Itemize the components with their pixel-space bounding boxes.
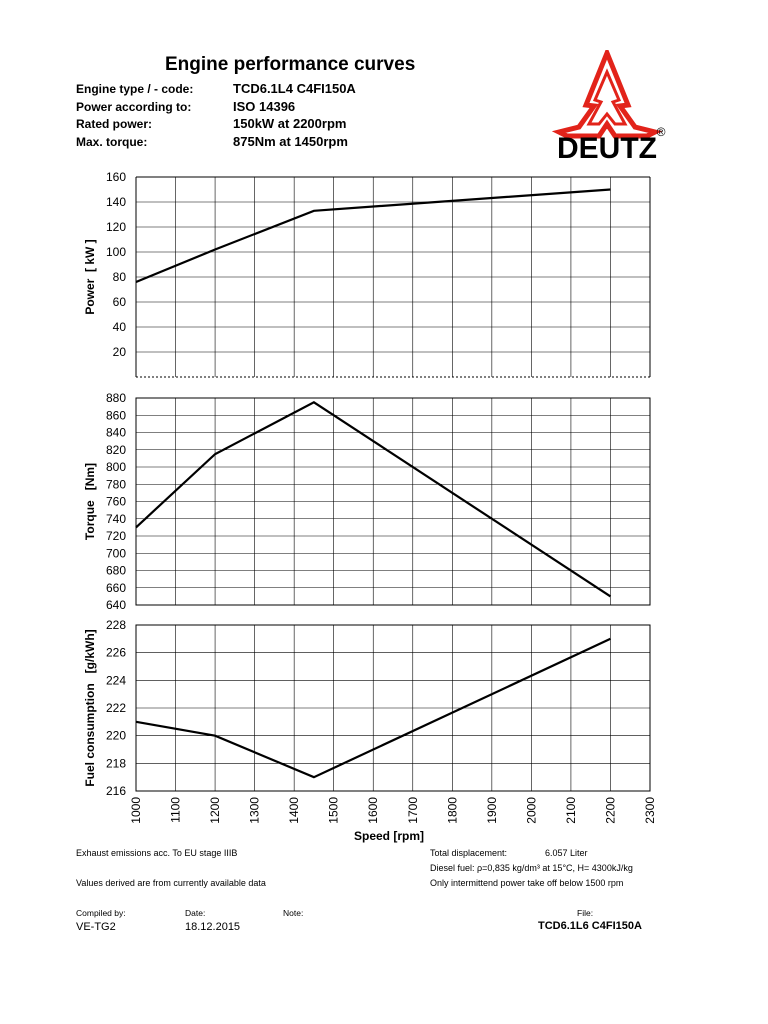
registered-mark: ®	[657, 125, 666, 139]
power-standard-value: ISO 14396	[233, 99, 296, 114]
y-tick-label: 820	[106, 443, 126, 457]
y-tick-label: 840	[106, 426, 126, 440]
x-tick-label: 1100	[169, 797, 183, 823]
plot-frame	[135, 397, 651, 606]
max-torque-label: Max. torque:	[76, 135, 148, 149]
x-tick-label: 1700	[406, 797, 420, 824]
y-tick-label: 660	[106, 581, 126, 595]
date-label: Date:	[185, 908, 206, 918]
y-tick-label: 224	[106, 673, 126, 687]
y-axis-label: Fuel consumption [g/kWh]	[83, 629, 97, 786]
logo-wordmark: DEUTZ	[557, 132, 657, 165]
values-note: Values derived are from currently availa…	[76, 878, 266, 888]
x-tick-label: 2300	[643, 797, 657, 824]
note-label: Note:	[283, 908, 304, 918]
y-tick-label: 760	[106, 495, 126, 509]
y-tick-label: 20	[113, 345, 127, 359]
y-tick-label: 100	[106, 245, 126, 259]
y-tick-label: 700	[106, 546, 126, 560]
rated-power-value: 150kW at 2200rpm	[233, 116, 347, 131]
file-value: TCD6.1L6 C4FI150A	[538, 920, 642, 932]
y-tick-label: 216	[106, 784, 126, 798]
torque-chart: 640 660 680 700 720 740 760 780 800 820 840 860 880 T…	[83, 391, 651, 612]
y-tick-label: 640	[106, 598, 126, 612]
y-tick-label: 680	[106, 564, 126, 578]
plot-frame	[135, 624, 651, 792]
y-tick-label: 220	[106, 729, 126, 743]
y-tick-label: 740	[106, 512, 126, 526]
y-tick-label: 800	[106, 460, 126, 474]
engine-type-label: Engine type / - code:	[76, 82, 194, 96]
compiled-by-value: VE-TG2	[76, 921, 116, 933]
x-tick-label: 2100	[564, 797, 578, 824]
deutz-m-logo-icon	[551, 50, 663, 139]
y-tick-label: 780	[106, 477, 126, 491]
y-tick-label: 222	[106, 701, 126, 715]
x-tick-label: 1800	[445, 797, 459, 824]
y-axis-label: Torque [Nm]	[83, 463, 97, 540]
power-standard-label: Power according to:	[76, 100, 192, 114]
file-label: File:	[577, 908, 594, 918]
diesel-fuel-note: Diesel fuel: ρ=0,835 kg/dm³ at 15°C, H= …	[430, 863, 633, 873]
page-title: Engine performance curves	[165, 54, 416, 75]
x-tick-label: 2000	[524, 797, 538, 824]
rated-power-label: Rated power:	[76, 117, 153, 131]
emissions-note: Exhaust emissions acc. To EU stage IIIB	[76, 848, 238, 858]
y-tick-label: 860	[106, 408, 126, 422]
fuel-curve	[135, 637, 611, 779]
y-tick-label: 40	[113, 320, 127, 334]
y-tick-label: 120	[106, 220, 126, 234]
compiled-by-label: Compiled by:	[76, 908, 126, 918]
y-tick-label: 80	[113, 270, 127, 284]
y-tick-label: 880	[106, 391, 126, 405]
fuel-chart: 216 218 220 222 224 226 228 Fuel consumption [g…	[83, 618, 657, 843]
y-tick-label: 226	[106, 646, 126, 660]
y-tick-label: 160	[106, 170, 126, 184]
x-tick-label: 1600	[366, 797, 380, 824]
max-torque-value: 875Nm at 1450rpm	[233, 134, 348, 149]
deutz-logo: DEUTZ ®	[551, 50, 666, 165]
y-tick-label: 720	[106, 529, 126, 543]
pto-note: Only intermittend power take off below 1…	[430, 878, 624, 888]
x-tick-label: 1500	[327, 797, 341, 824]
x-tick-label: 1200	[208, 797, 222, 824]
displacement-value: 6.057 Liter	[545, 848, 588, 858]
x-tick-label: 1300	[248, 797, 262, 824]
power-curve	[135, 188, 611, 284]
torque-curve	[135, 401, 612, 598]
x-tick-label: 2200	[603, 797, 617, 824]
y-tick-label: 228	[106, 618, 126, 632]
x-tick-label: 1000	[129, 797, 143, 824]
power-chart: 20 40 60 80 100 120 140 160 Power [ kW ]	[83, 170, 651, 378]
x-axis-label: Speed [rpm]	[354, 829, 424, 843]
y-axis-label: Power [ kW ]	[83, 239, 97, 314]
y-tick-label: 140	[106, 195, 126, 209]
engine-type-value: TCD6.1L4 C4FI150A	[233, 81, 356, 96]
displacement-label: Total displacement:	[430, 848, 508, 858]
date-value: 18.12.2015	[185, 921, 241, 933]
y-tick-label: 60	[113, 295, 127, 309]
y-tick-label: 218	[106, 756, 126, 770]
x-tick-label: 1400	[287, 797, 301, 824]
x-tick-label: 1900	[485, 797, 499, 824]
